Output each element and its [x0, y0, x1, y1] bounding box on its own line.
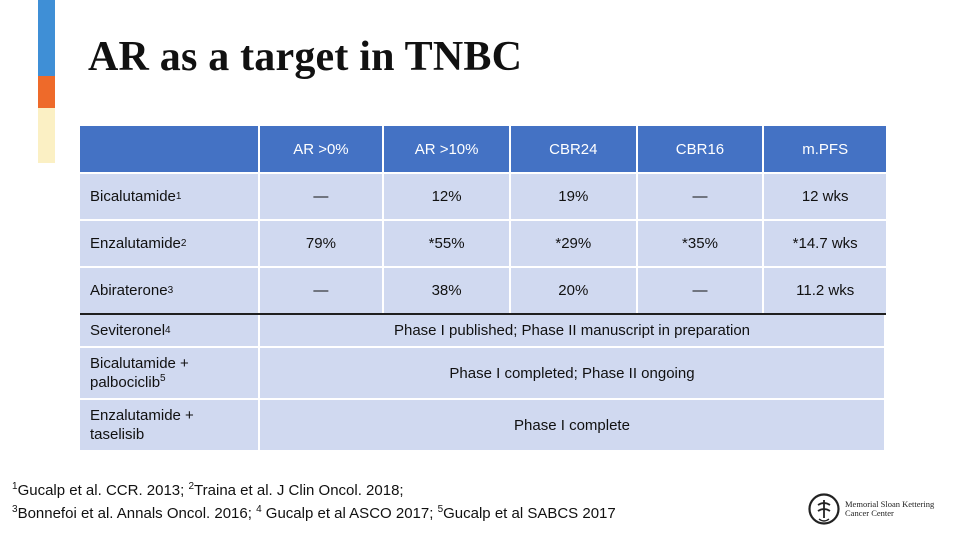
accent-bar-orange — [38, 76, 55, 108]
footnote-line-1: 1Gucalp et al. CCR. 2013; 2Traina et al.… — [12, 481, 404, 500]
table-row: Enzalutamide + taselisib Phase I complete — [80, 400, 886, 450]
table-row: Enzalutamide 2 79% *55% *29% *35% *14.7 w… — [80, 221, 887, 268]
footnote-line-2: 3Bonnefoi et al. Annals Oncol. 2016; 4 G… — [12, 504, 616, 523]
footnote-sup: 5 — [437, 504, 444, 515]
value-cell: 20% — [510, 268, 636, 313]
accent-bar-blue — [38, 0, 55, 76]
header-cell-mpfs: m.PFS — [764, 126, 887, 172]
value-cell: — — [259, 268, 383, 313]
drug-name-line2: palbociclib — [90, 374, 161, 391]
drug-name-line1: Enzalutamide + — [90, 407, 194, 424]
header-cell-ar-gt10: AR >10% — [384, 126, 509, 172]
value-cell: *29% — [510, 221, 636, 266]
drug-name-line1: Bicalutamide + — [90, 355, 189, 372]
table-row: Seviteronel 4 Phase I published; Phase II… — [80, 315, 886, 348]
header-cell-ar-gt0: AR >0% — [259, 126, 383, 172]
drug-cell: Enzalutamide + taselisib — [80, 400, 258, 450]
drug-name: Seviteronel — [90, 322, 166, 339]
value-cell: — — [637, 268, 763, 313]
table-row: Abiraterone 3 — 38% 20% — 11.2 wks — [80, 268, 887, 315]
table-row: Bicalutamide 1 — 12% 19% — 12 wks — [80, 174, 887, 221]
value-cell: *55% — [384, 221, 509, 266]
logo-line-1: Memorial Sloan Kettering — [845, 499, 935, 509]
drug-name-line2: taselisib — [90, 426, 145, 443]
value-cell: — — [259, 174, 383, 219]
header-cell-cbr16: CBR16 — [637, 126, 763, 172]
value-cell: 12% — [384, 174, 509, 219]
footnote-citation: Bonnefoi et al. Annals Oncol. 2016; — [17, 505, 257, 522]
table-header-row: AR >0% AR >10% CBR24 CBR16 m.PFS — [80, 126, 887, 174]
footnote-sup: 4 — [256, 504, 262, 515]
value-cell: *14.7 wks — [764, 221, 887, 266]
footnote-citation: Gucalp et al ASCO 2017; — [261, 505, 438, 522]
header-cell-drug — [80, 126, 258, 172]
msk-emblem-icon — [808, 493, 840, 525]
footnote-citation: Gucalp et al SABCS 2017 — [443, 505, 616, 522]
header-cell-cbr24: CBR24 — [510, 126, 636, 172]
value-cell: — — [637, 174, 763, 219]
results-table: AR >0% AR >10% CBR24 CBR16 m.PFS Bicalut… — [80, 126, 887, 450]
drug-name: Abiraterone — [90, 282, 168, 299]
logo-wordmark: Memorial Sloan Kettering Cancer Center — [845, 500, 934, 518]
drug-cell: Abiraterone 3 — [80, 268, 258, 313]
footnote-citation: Gucalp et al. CCR. 2013; — [17, 482, 189, 499]
reference-sup: 5 — [160, 373, 166, 384]
drug-cell: Enzalutamide 2 — [80, 221, 258, 266]
slide-title: AR as a target in TNBC — [88, 34, 523, 80]
footnote-sup: 3 — [12, 504, 18, 515]
value-cell: 79% — [259, 221, 383, 266]
drug-cell: Bicalutamide 1 — [80, 174, 258, 219]
footnote-sup: 1 — [12, 481, 18, 492]
drug-cell: Bicalutamide + palbociclib5 — [80, 348, 258, 398]
status-note: Phase I complete — [260, 400, 884, 450]
value-cell: 12 wks — [764, 174, 887, 219]
value-cell: 19% — [510, 174, 636, 219]
drug-name: Bicalutamide — [90, 188, 176, 205]
accent-bar-cream — [38, 108, 55, 163]
footnote-citation: Traina et al. J Clin Oncol. 2018; — [194, 482, 404, 499]
value-cell: 11.2 wks — [764, 268, 887, 313]
footnote-sup: 2 — [188, 481, 195, 492]
table-row: Bicalutamide + palbociclib5 Phase I compl… — [80, 348, 886, 400]
drug-cell: Seviteronel 4 — [80, 315, 258, 346]
value-cell: 38% — [384, 268, 509, 313]
status-note: Phase I published; Phase II manuscript i… — [260, 315, 884, 346]
drug-name: Enzalutamide — [90, 235, 181, 252]
logo-line-2: Cancer Center — [845, 508, 894, 518]
status-note: Phase I completed; Phase II ongoing — [260, 348, 884, 398]
institution-logo: Memorial Sloan Kettering Cancer Center — [808, 492, 934, 526]
value-cell: *35% — [637, 221, 763, 266]
